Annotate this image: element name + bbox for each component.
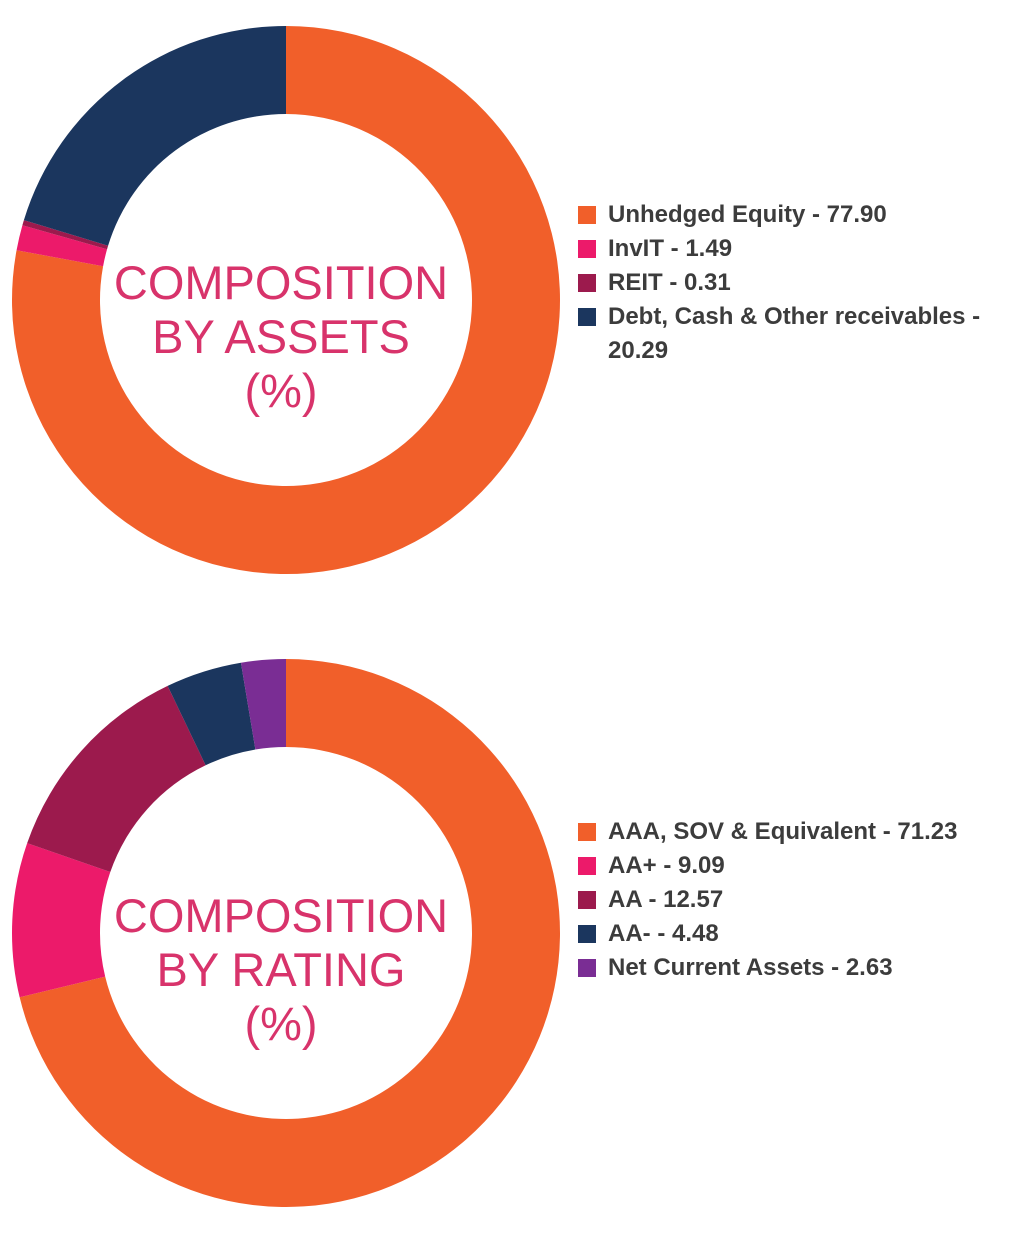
assets-title-line-2: BY ASSETS xyxy=(152,310,410,363)
assets-legend-label-1: InvIT - 1.49 xyxy=(608,235,733,262)
rating-legend-item-3: AA- - 4.48 xyxy=(578,917,1008,951)
rating-legend-label-2: AA - 12.57 xyxy=(608,886,724,913)
assets-legend-swatch-2 xyxy=(578,274,596,292)
assets-legend: Unhedged Equity - 77.90 InvIT - 1.49 REIT … xyxy=(578,198,1008,368)
assets-center-title: COMPOSITION BY ASSETS (%) xyxy=(106,256,456,418)
composition-by-assets-chart: COMPOSITION BY ASSETS (%) Unhedged Equit… xyxy=(11,26,1008,574)
rating-slice-2 xyxy=(27,685,206,872)
assets-donut xyxy=(11,26,560,574)
assets-title-line-3: (%) xyxy=(244,364,318,417)
composition-by-rating-chart: COMPOSITION BY RATING (%) AAA, SOV & Equ… xyxy=(0,620,1013,1240)
rating-legend-swatch-3 xyxy=(578,925,596,943)
rating-legend-item-0: AAA, SOV & Equivalent - 71.23 xyxy=(578,815,1008,849)
assets-legend-swatch-3 xyxy=(578,308,596,326)
rating-slice-1 xyxy=(12,843,111,998)
assets-legend-item-1: InvIT - 1.49 xyxy=(578,232,1008,266)
rating-legend-swatch-2 xyxy=(578,891,596,909)
rating-legend-swatch-4 xyxy=(578,959,596,977)
assets-legend-label-2: REIT - 0.31 xyxy=(608,269,731,296)
rating-slice-3 xyxy=(167,662,256,766)
rating-legend-label-3: AA- - 4.48 xyxy=(608,920,719,947)
assets-legend-label-3: Debt, Cash & Other receivables - 20.29 xyxy=(608,303,981,364)
assets-legend-swatch-0 xyxy=(578,206,596,224)
rating-slice-4 xyxy=(240,659,286,750)
assets-slice-3 xyxy=(23,26,286,246)
rating-donut xyxy=(12,659,560,1207)
rating-legend-item-4: Net Current Assets - 2.63 xyxy=(578,951,1008,985)
rating-title-line-2: BY RATING xyxy=(156,943,406,996)
assets-legend-swatch-1 xyxy=(578,240,596,258)
assets-slice-0 xyxy=(11,26,560,574)
rating-legend-label-1: AA+ - 9.09 xyxy=(608,852,725,879)
rating-title-line-3: (%) xyxy=(244,997,318,1050)
rating-legend-label-4: Net Current Assets - 2.63 xyxy=(608,954,893,981)
assets-title-line-1: COMPOSITION xyxy=(113,256,449,309)
rating-slice-0 xyxy=(19,659,560,1207)
rating-legend-item-1: AA+ - 9.09 xyxy=(578,849,1008,883)
rating-legend-swatch-0 xyxy=(578,823,596,841)
rating-title-line-1: COMPOSITION xyxy=(113,889,449,942)
assets-legend-item-0: Unhedged Equity - 77.90 xyxy=(578,198,1008,232)
assets-legend-item-3: Debt, Cash & Other receivables - 20.29 xyxy=(578,300,1008,368)
rating-center-title: COMPOSITION BY RATING (%) xyxy=(106,889,456,1051)
rating-legend-swatch-1 xyxy=(578,857,596,875)
rating-legend-item-2: AA - 12.57 xyxy=(578,883,1008,917)
assets-legend-label-0: Unhedged Equity - 77.90 xyxy=(608,201,887,228)
rating-legend: AAA, SOV & Equivalent - 71.23 AA+ - 9.09 A… xyxy=(578,815,1008,985)
rating-legend-label-0: AAA, SOV & Equivalent - 71.23 xyxy=(608,818,958,845)
assets-legend-item-2: REIT - 0.31 xyxy=(578,266,1008,300)
assets-slice-2 xyxy=(22,220,109,250)
assets-slice-1 xyxy=(16,225,108,267)
